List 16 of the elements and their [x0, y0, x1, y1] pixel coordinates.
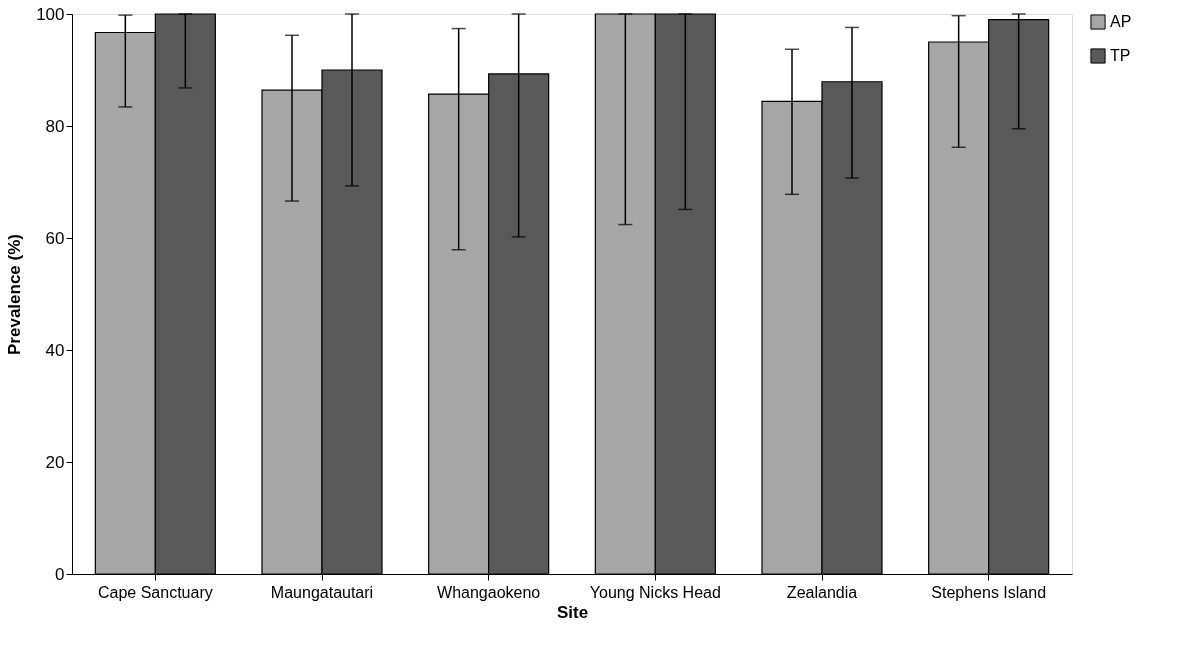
- x-tick-label: Cape Sanctuary: [97, 583, 213, 601]
- x-axis-title: Site: [556, 602, 589, 622]
- x-tick-label: Zealandia: [786, 583, 858, 601]
- y-axis-title: Prevalence (%): [5, 234, 25, 355]
- legend-label: TP: [1110, 47, 1131, 64]
- y-tick-label: 60: [45, 228, 65, 248]
- y-tick-label: 100: [36, 4, 65, 24]
- x-tick-label: Young Nicks Head: [589, 583, 721, 601]
- y-tick-label: 0: [55, 564, 65, 584]
- y-tick-label: 80: [45, 116, 65, 136]
- legend-label: AP: [1110, 13, 1132, 30]
- x-tick-label: Whangaokeno: [437, 583, 541, 601]
- x-tick-label: Maungatautari: [270, 583, 374, 601]
- y-tick-label: 40: [45, 340, 65, 360]
- x-tick-label: Stephens Island: [931, 583, 1047, 601]
- y-tick-label: 20: [45, 452, 65, 472]
